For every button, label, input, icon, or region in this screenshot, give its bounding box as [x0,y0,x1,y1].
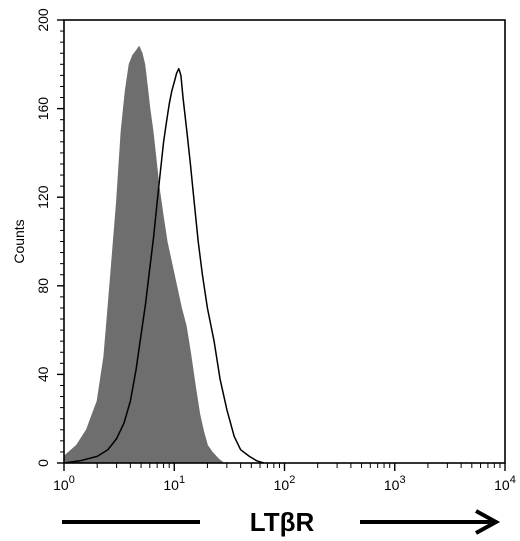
x-tick-exponent: 1 [179,474,185,486]
y-tick-label: 40 [35,366,51,382]
y-tick-label: 200 [35,8,51,32]
y-tick-label: 120 [35,185,51,209]
x-tick-exponent: 2 [289,474,295,486]
x-tick-label: 104 [494,474,516,493]
plot-fills [63,45,225,464]
y-tick-label: 80 [35,278,51,294]
x-tick-label: 101 [163,474,185,493]
x-axis-arrow-head-icon [475,509,501,535]
y-tick-label: 0 [35,459,51,467]
x-tick-exponent: 4 [510,474,516,486]
series-0-filled-histogram [63,45,225,464]
x-tick-base: 10 [384,477,400,493]
y-tick-label: 160 [35,97,51,121]
x-tick-label: 103 [384,474,406,493]
y-axis-title: Counts [11,219,27,263]
x-tick-label: 100 [53,474,75,493]
x-tick-base: 10 [163,477,179,493]
x-tick-exponent: 0 [69,474,75,486]
x-axis: 100 101 102 103 104 [53,463,516,493]
plot-lines [63,67,265,464]
x-tick-base: 10 [494,477,510,493]
x-tick-label: 102 [274,474,296,493]
x-axis-title: LTβR [250,507,315,537]
series-1-outline-histogram [63,67,265,464]
y-axis: 0 40 80 120 160 200 [35,8,64,467]
x-tick-base: 10 [53,477,69,493]
x-tick-base: 10 [274,477,290,493]
x-tick-exponent: 3 [399,474,405,486]
